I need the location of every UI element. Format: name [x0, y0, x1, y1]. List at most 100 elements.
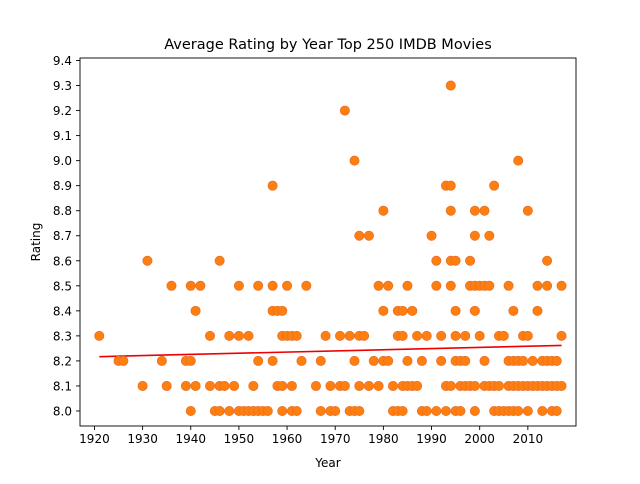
data-point: [320, 330, 331, 341]
data-point: [277, 405, 288, 416]
x-tick-label: 1940: [175, 432, 206, 446]
data-point: [450, 255, 461, 266]
data-point: [373, 280, 384, 291]
data-point: [445, 80, 456, 91]
data-point: [556, 330, 567, 341]
data-point: [493, 380, 504, 391]
data-point: [522, 330, 533, 341]
data-point: [445, 280, 456, 291]
data-point: [542, 255, 553, 266]
trendline-layer: [99, 344, 562, 358]
data-point: [335, 330, 346, 341]
data-point: [248, 380, 259, 391]
data-point: [383, 280, 394, 291]
data-point: [310, 380, 321, 391]
data-point: [402, 280, 413, 291]
data-point: [436, 355, 447, 366]
y-tick-label: 9.2: [53, 104, 72, 118]
x-tick-label: 1970: [320, 432, 351, 446]
data-point: [556, 380, 567, 391]
data-point: [474, 330, 485, 341]
data-point: [469, 230, 480, 241]
data-point: [431, 405, 442, 416]
data-point: [421, 330, 432, 341]
data-point: [185, 280, 196, 291]
y-tick-label: 9.0: [53, 154, 72, 168]
data-point: [190, 305, 201, 316]
data-point: [291, 330, 302, 341]
data-point: [469, 305, 480, 316]
data-point: [344, 330, 355, 341]
data-point: [445, 380, 456, 391]
data-point: [513, 405, 524, 416]
data-point: [532, 305, 543, 316]
data-point: [368, 355, 379, 366]
data-point: [460, 330, 471, 341]
data-point: [219, 380, 230, 391]
data-point: [479, 205, 490, 216]
data-point: [185, 355, 196, 366]
axes-ticks: 1920 1930 1940 1950 1960 1970 1980 1990 2000 2010…: [53, 54, 543, 446]
data-point: [407, 305, 418, 316]
data-point: [267, 180, 278, 191]
data-point: [205, 330, 216, 341]
data-point: [378, 305, 389, 316]
x-tick-label: 1950: [224, 432, 255, 446]
data-point: [445, 180, 456, 191]
data-point: [233, 330, 244, 341]
y-tick-label: 9.4: [53, 54, 72, 68]
y-tick-label: 8.9: [53, 179, 72, 193]
trend-line: [99, 344, 562, 358]
data-point: [498, 330, 509, 341]
data-point: [243, 330, 254, 341]
data-point: [378, 205, 389, 216]
data-point: [522, 405, 533, 416]
data-point: [537, 405, 548, 416]
data-point: [253, 355, 264, 366]
data-point: [286, 380, 297, 391]
data-point: [166, 280, 177, 291]
data-point: [431, 280, 442, 291]
data-point: [397, 330, 408, 341]
data-point: [118, 355, 129, 366]
y-tick-label: 8.6: [53, 254, 72, 268]
data-point: [354, 405, 365, 416]
data-point: [195, 280, 206, 291]
data-point: [325, 380, 336, 391]
data-point: [469, 205, 480, 216]
data-point: [267, 280, 278, 291]
data-point: [397, 305, 408, 316]
data-point: [185, 405, 196, 416]
data-point: [484, 280, 495, 291]
data-point: [402, 355, 413, 366]
data-point: [277, 305, 288, 316]
data-point: [224, 330, 235, 341]
data-point: [489, 180, 500, 191]
data-point: [315, 355, 326, 366]
data-point: [469, 380, 480, 391]
data-point: [421, 405, 432, 416]
data-point: [354, 380, 365, 391]
x-tick-label: 1920: [79, 432, 110, 446]
data-point: [373, 380, 384, 391]
data-point: [142, 255, 153, 266]
x-tick-label: 1930: [127, 432, 158, 446]
data-point: [460, 355, 471, 366]
data-point: [556, 280, 567, 291]
y-tick-label: 8.4: [53, 304, 72, 318]
data-point: [412, 380, 423, 391]
data-point: [412, 330, 423, 341]
data-point: [190, 380, 201, 391]
data-point: [354, 230, 365, 241]
data-point: [542, 280, 553, 291]
data-point: [315, 405, 326, 416]
x-tick-label: 1990: [416, 432, 447, 446]
data-point: [532, 280, 543, 291]
data-point: [551, 355, 562, 366]
y-tick-label: 8.0: [53, 404, 72, 418]
data-point: [339, 380, 350, 391]
data-point: [291, 405, 302, 416]
y-tick-label: 8.2: [53, 354, 72, 368]
